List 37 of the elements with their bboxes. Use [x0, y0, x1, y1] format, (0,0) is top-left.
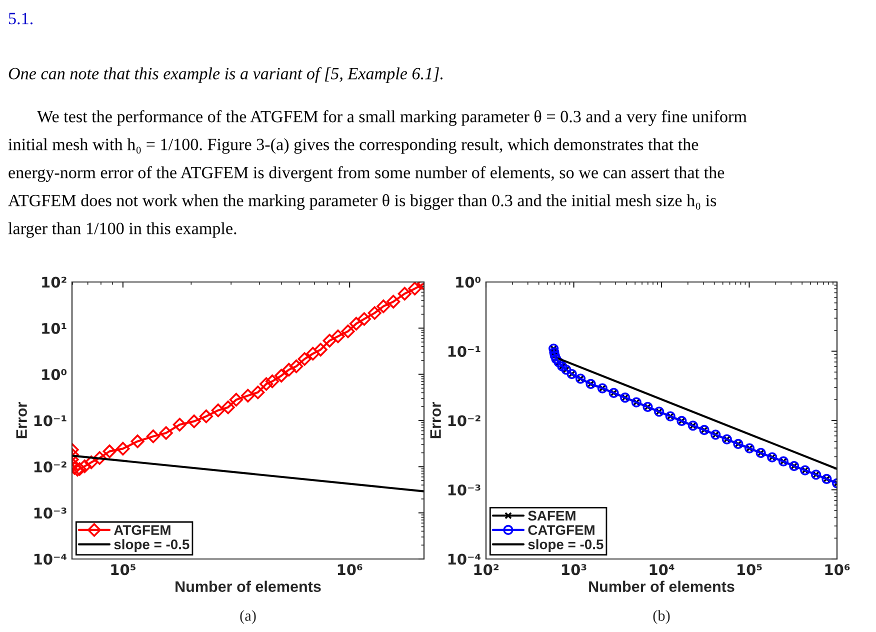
- text: One can note that this example is a variant of [5, Example 6.1].: [8, 67, 442, 83]
- legend-label: CATGFEM: [528, 525, 594, 535]
- y-axis-title: Error: [430, 402, 441, 438]
- text: 5.1.: [8, 12, 32, 24]
- y-tick-label: 10⁻¹: [34, 415, 66, 426]
- x-axis-title: Number of elements: [589, 580, 734, 592]
- x-tick-label: 10⁵: [111, 564, 136, 576]
- y-tick-label: 10¹: [42, 322, 66, 334]
- y-tick-label: 10⁻²: [448, 415, 480, 426]
- x-tick-label: 10⁴: [650, 564, 674, 576]
- y-axis-title: Error: [16, 402, 27, 438]
- x-tick-label: 10²: [474, 564, 499, 576]
- y-tick-label: 10⁻⁴: [34, 554, 67, 565]
- text: (b): [653, 610, 670, 624]
- y-tick-label: 10⁻³: [34, 508, 66, 519]
- legend-label: SAFEM: [528, 510, 576, 521]
- text: energy-norm error of the ATGFEM is divergent from some number of elements, so we can assert that the: [8, 166, 724, 182]
- legend-label: slope = -0.5: [114, 539, 190, 552]
- y-tick-label: 10⁻²: [34, 461, 66, 472]
- y-tick-label: 10⁻¹: [448, 346, 480, 357]
- x-tick-label: 10⁶: [825, 564, 850, 576]
- y-tick-label: 10⁻³: [448, 484, 480, 496]
- y-tick-label: 10⁰: [42, 369, 67, 380]
- x-tick-label: 10⁵: [738, 564, 762, 576]
- x-tick-label: 10⁶: [338, 564, 362, 576]
- legend-label: slope = -0.5: [528, 539, 604, 552]
- y-tick-label: 10⁻⁴: [448, 554, 481, 565]
- text: We test the performance of the ATGFEM for a small marking parameter θ = 0.3 and a very fine uniform: [37, 110, 747, 126]
- y-tick-label: 10²: [42, 276, 66, 288]
- text: ATGFEM does not work when the marking parameter θ is bigger than 0.3 and the initial mesh size h₀ is: [8, 194, 716, 210]
- x-axis-title: Number of elements: [176, 580, 321, 592]
- x-tick-label: 10³: [562, 564, 586, 576]
- legend-label: ATGFEM: [114, 525, 170, 535]
- y-tick-label: 10⁰: [456, 276, 481, 288]
- text: initial mesh with h₀ = 1/100. Figure 3-(a) gives the corresponding result, which demonstrates that the: [8, 138, 698, 154]
- text: larger than 1/100 in this example.: [8, 222, 236, 238]
- text: (a): [240, 610, 256, 624]
